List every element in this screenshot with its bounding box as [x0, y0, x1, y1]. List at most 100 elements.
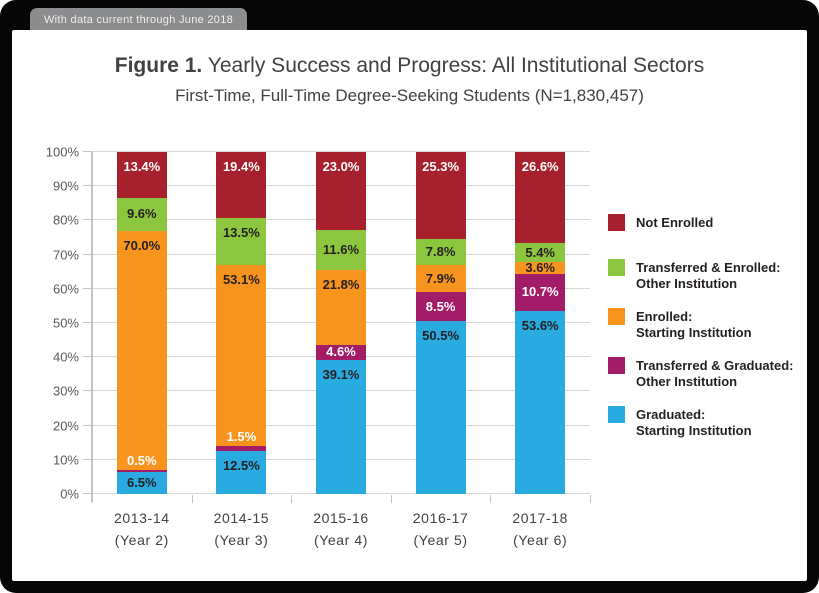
- y-axis-label: 0%: [60, 486, 79, 502]
- y-axis-tick: [83, 322, 92, 323]
- bar-segment-enrolled-starting: 53.1%: [216, 264, 267, 447]
- bar-value-label: 11.6%: [322, 242, 360, 258]
- y-axis-tick: [83, 253, 92, 255]
- legend-swatch-transferred-enrolled-other: [608, 259, 625, 276]
- bar-segment-graduated-starting: 6.5%: [116, 471, 167, 494]
- legend-item-transferred-enrolled-other: Transferred & Enrolled: Other Institution: [608, 259, 798, 292]
- category-cohort: (Year 3): [214, 532, 269, 548]
- category-year: 2016-17: [412, 510, 469, 526]
- bar-segment-not-enrolled: 13.4%: [116, 152, 167, 198]
- bar-segment-not-enrolled: 25.3%: [415, 152, 466, 239]
- plot-area: 0% 10% 20% 30% 40% 50% 60% 70% 80% 90% 100% 6.5% 0.5…: [46, 145, 591, 548]
- legend-swatch-transferred-graduated-other: [608, 357, 625, 374]
- y-axis-tick: [83, 458, 92, 460]
- category-cohort: (Year 5): [413, 532, 468, 548]
- bar-segment-transferred-graduated-other: 8.5%: [415, 292, 466, 322]
- x-axis-label-2016-17: 2016-17 (Year 5): [381, 510, 501, 548]
- legend-label-line: Transferred & Enrolled:: [636, 260, 781, 275]
- x-axis-tick: [291, 495, 293, 503]
- figure-title: Figure 1. Yearly Success and Progress: A…: [12, 54, 807, 78]
- bar-value-label: 39.1%: [322, 367, 360, 383]
- figure-title-text: Yearly Success and Progress: All Institu…: [207, 54, 705, 77]
- bar-segment-transferred-enrolled-other: 7.8%: [415, 238, 466, 266]
- legend-label-line: Other Institution: [636, 374, 738, 389]
- bar-value-label: 3.6%: [525, 259, 555, 275]
- bar-segment-transferred-graduated-other: 4.6%: [316, 344, 366, 361]
- bar-2014-15: 12.5% 1.5% 53.1% 13.5% 19.4%: [216, 152, 267, 494]
- legend-item-not-enrolled: Not Enrolled: [608, 214, 798, 231]
- bar-value-label: 53.6%: [521, 317, 559, 333]
- y-axis-label: 40%: [52, 349, 79, 365]
- legend-label: Not Enrolled: [636, 214, 713, 231]
- figure-panel: Figure 1. Yearly Success and Progress: A…: [12, 30, 807, 581]
- y-axis-label: 80%: [52, 212, 79, 228]
- category-year: 2015-16: [313, 510, 369, 526]
- x-axis-tick: [92, 495, 93, 503]
- bar-value-label: 8.5%: [425, 298, 456, 314]
- category-cohort: (Year 2): [114, 532, 169, 548]
- legend-label-line: Enrolled:: [636, 309, 693, 324]
- legend-item-transferred-graduated-other: Transferred & Graduated: Other Institutio…: [608, 357, 798, 390]
- bar-segment-transferred-enrolled-other: 5.4%: [515, 243, 566, 262]
- legend-label-line: Starting Institution: [636, 423, 752, 438]
- bar-value-label: 12.5%: [222, 458, 260, 474]
- y-axis-label: 70%: [52, 247, 79, 263]
- bar-value-label: 21.8%: [322, 277, 360, 292]
- legend-item-graduated-starting: Graduated: Starting Institution: [608, 406, 798, 439]
- bar-segment-transferred-graduated-other: 1.5%: [216, 430, 267, 452]
- bar-value-label: 19.4%: [222, 159, 260, 175]
- y-axis-label: 20%: [52, 418, 79, 434]
- bar-segment-graduated-starting: 12.5%: [216, 451, 267, 494]
- bar-value-label: 53.1%: [222, 271, 260, 287]
- category-year: 2014-15: [213, 510, 270, 526]
- legend-label-line: Starting Institution: [636, 325, 752, 340]
- bar-value-label: 1.5%: [226, 429, 257, 445]
- x-axis-tick: [490, 495, 492, 503]
- bar-value-label: 70.0%: [123, 237, 161, 253]
- figure-number: Figure 1.: [114, 54, 203, 77]
- bar-value-label: 7.9%: [425, 270, 456, 286]
- bar-segment-transferred-enrolled-other: 11.6%: [316, 230, 366, 270]
- bar-segment-enrolled-starting: 3.6%: [515, 260, 566, 274]
- bar-segment-not-enrolled: 26.6%: [515, 152, 566, 244]
- data-currency-banner: With data current through June 2018: [30, 8, 248, 31]
- legend-label-line: Not Enrolled: [636, 215, 714, 230]
- y-axis-label: 10%: [52, 452, 79, 468]
- category-cohort: (Year 4): [313, 532, 369, 548]
- x-axis-label-2013-14: 2013-14 (Year 2): [82, 510, 202, 548]
- y-axis-tick: [83, 424, 92, 426]
- legend-label: Transferred & Graduated: Other Institutio…: [636, 357, 794, 390]
- x-axis-label-2017-18: 2017-18 (Year 6): [480, 510, 600, 548]
- y-axis-label: 50%: [52, 315, 79, 331]
- bar-segment-transferred-enrolled-other: 9.6%: [116, 197, 167, 231]
- y-axis-tick: [83, 390, 92, 392]
- y-axis-tick: [83, 151, 92, 152]
- y-axis-label: 90%: [52, 178, 79, 194]
- y-axis-label: 30%: [52, 383, 79, 399]
- bar-segment-transferred-graduated-other: 10.7%: [515, 274, 566, 311]
- legend-label-line: Graduated:: [636, 407, 706, 422]
- bar-segment-transferred-enrolled-other: 13.5%: [216, 218, 267, 265]
- y-axis-label: 60%: [52, 281, 79, 297]
- x-axis-label-2015-16: 2015-16 (Year 4): [281, 510, 401, 548]
- x-axis-tick: [390, 495, 392, 503]
- y-axis-tick: [83, 219, 92, 221]
- bar-segment-not-enrolled: 19.4%: [216, 152, 267, 219]
- y-axis-tick: [83, 493, 92, 494]
- y-axis-line: [91, 152, 93, 502]
- bar-value-label: 9.6%: [126, 206, 157, 222]
- bar-segment-not-enrolled: 23.0%: [316, 151, 366, 231]
- x-axis-tick: [191, 495, 193, 503]
- bar-value-label: 4.6%: [326, 344, 356, 360]
- y-axis-tick: [83, 185, 92, 187]
- category-year: 2013-14: [114, 510, 170, 526]
- y-axis-tick: [83, 356, 92, 358]
- figure-header: Figure 1. Yearly Success and Progress: A…: [12, 54, 807, 106]
- bar-value-label: 26.6%: [521, 159, 559, 175]
- legend-label: Graduated: Starting Institution: [636, 406, 752, 439]
- legend-label-line: Transferred & Graduated:: [636, 358, 794, 373]
- bar-value-label: 25.3%: [422, 159, 460, 175]
- bar-value-label: 50.5%: [422, 328, 460, 344]
- legend-label: Enrolled: Starting Institution: [636, 308, 752, 341]
